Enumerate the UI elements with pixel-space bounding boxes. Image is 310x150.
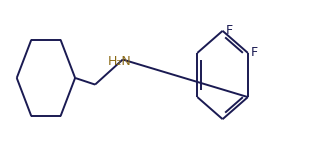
Text: H₂N: H₂N	[108, 55, 131, 68]
Text: F: F	[251, 46, 258, 59]
Text: F: F	[226, 24, 233, 37]
